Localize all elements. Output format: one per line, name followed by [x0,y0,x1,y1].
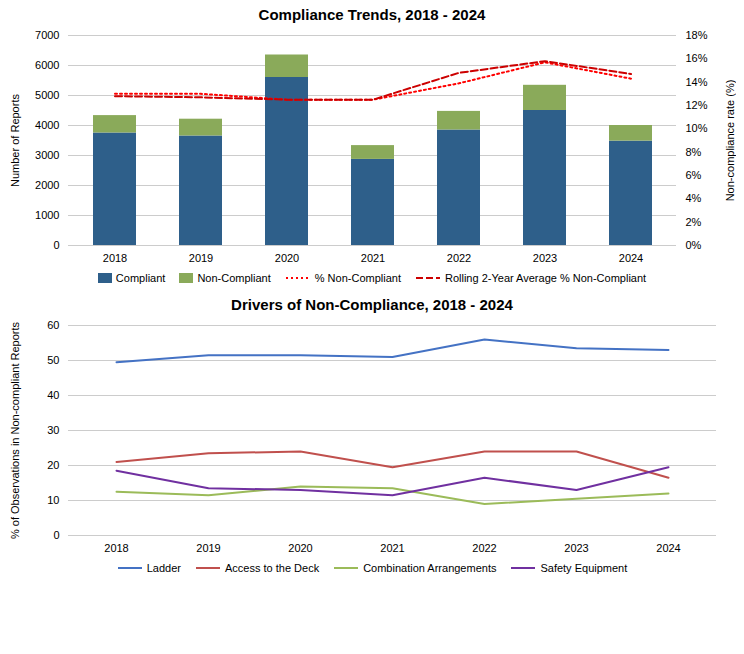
svg-text:2018: 2018 [103,252,127,264]
svg-text:40: 40 [47,389,59,401]
svg-text:6%: 6% [686,169,702,181]
svg-text:2021: 2021 [380,542,404,554]
svg-text:2019: 2019 [196,542,220,554]
html-text:Rolling 2-Year Average % Non-C: Rolling 2-Year Average % Non-Compliant [445,272,647,284]
svg-text:10: 10 [47,494,59,506]
svg-text:2024: 2024 [656,542,680,554]
html-text:Compliant: Compliant [115,272,166,284]
html-text:% Non-Compliant: % Non-Compliant [314,272,401,284]
svg-text:7000: 7000 [35,29,59,41]
svg-text:2023: 2023 [533,252,557,264]
html-text:Access to the Deck: Access to the Deck [225,562,320,574]
svg-text:2020: 2020 [288,542,312,554]
svg-text:0: 0 [53,529,59,541]
svg-text:4000: 4000 [35,119,59,131]
svg-text:14%: 14% [686,76,708,88]
svg-text:8%: 8% [686,146,702,158]
svg-text:20: 20 [47,459,59,471]
svg-text:30: 30 [47,424,59,436]
svg-text:2000: 2000 [35,179,59,191]
svg-text:0%: 0% [686,239,702,251]
svg-text:12%: 12% [686,99,708,111]
svg-text:50: 50 [47,354,59,366]
html-text:Compliance Trends, 2018 - 2024: Compliance Trends, 2018 - 2024 [258,6,486,23]
svg-text:2019: 2019 [189,252,213,264]
svg-text:6000: 6000 [35,59,59,71]
svg-text:4%: 4% [686,192,702,204]
svg-text:1000: 1000 [35,209,59,221]
svg-text:10%: 10% [686,122,708,134]
html-text:Drivers of Non-Compliance, 201: Drivers of Non-Compliance, 2018 - 2024 [231,296,513,313]
svg-text:2018: 2018 [104,542,128,554]
svg-text:16%: 16% [686,52,708,64]
svg-text:2022: 2022 [472,542,496,554]
svg-text:2020: 2020 [275,252,299,264]
svg-text:2023: 2023 [564,542,588,554]
svg-text:60: 60 [47,319,59,331]
svg-text:0: 0 [53,239,59,251]
svg-text:2%: 2% [686,216,702,228]
html-text:Non-Compliant: Non-Compliant [197,272,271,284]
html-text:Ladder: Ladder [146,562,181,574]
svg-text:Number of Reports: Number of Reports [9,94,21,187]
svg-text:2024: 2024 [619,252,643,264]
svg-text:2022: 2022 [447,252,471,264]
html-text:Combination Arrangements: Combination Arrangements [363,562,497,574]
svg-text:2021: 2021 [361,252,385,264]
svg-text:5000: 5000 [35,89,59,101]
svg-text:Non-compliance rate (%): Non-compliance rate (%) [724,80,736,202]
svg-text:18%: 18% [686,29,708,41]
html-text:Safety Equipment: Safety Equipment [540,562,628,574]
svg-text:3000: 3000 [35,149,59,161]
svg-text:% of Observations in Non-compl: % of Observations in Non-compliant Repor… [9,321,21,539]
